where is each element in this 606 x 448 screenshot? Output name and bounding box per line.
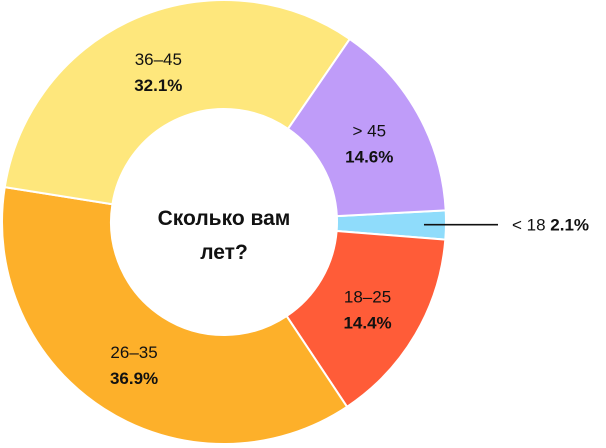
slice-label-18: < 18 2.1% <box>512 216 589 235</box>
slice-value-36-45: 32.1% <box>134 76 182 95</box>
slice-labels: < 18 2.1% 18–25 14.4% 26–35 36.9% 36–45 32.1% >… <box>110 50 589 388</box>
donut-slices <box>1 0 447 445</box>
slice-category-36-45: 36–45 <box>135 50 182 69</box>
slice-36-45 <box>3 0 351 206</box>
chart-title-line-1: Сколько вам <box>158 207 291 230</box>
slice-value-26-35: 36.9% <box>110 369 158 388</box>
slice-26-35 <box>1 186 349 445</box>
slice-45 <box>286 38 447 218</box>
slice-value-18-25: 14.4% <box>343 313 391 332</box>
slice-category-45: > 45 <box>352 122 386 141</box>
slice-category-26-35: 26–35 <box>110 343 157 362</box>
slice-category-18-25: 18–25 <box>344 287 391 306</box>
chart-title-line-2: лет? <box>200 241 248 264</box>
slice-18-25 <box>285 229 447 408</box>
slice-value-45: 14.6% <box>345 148 393 167</box>
